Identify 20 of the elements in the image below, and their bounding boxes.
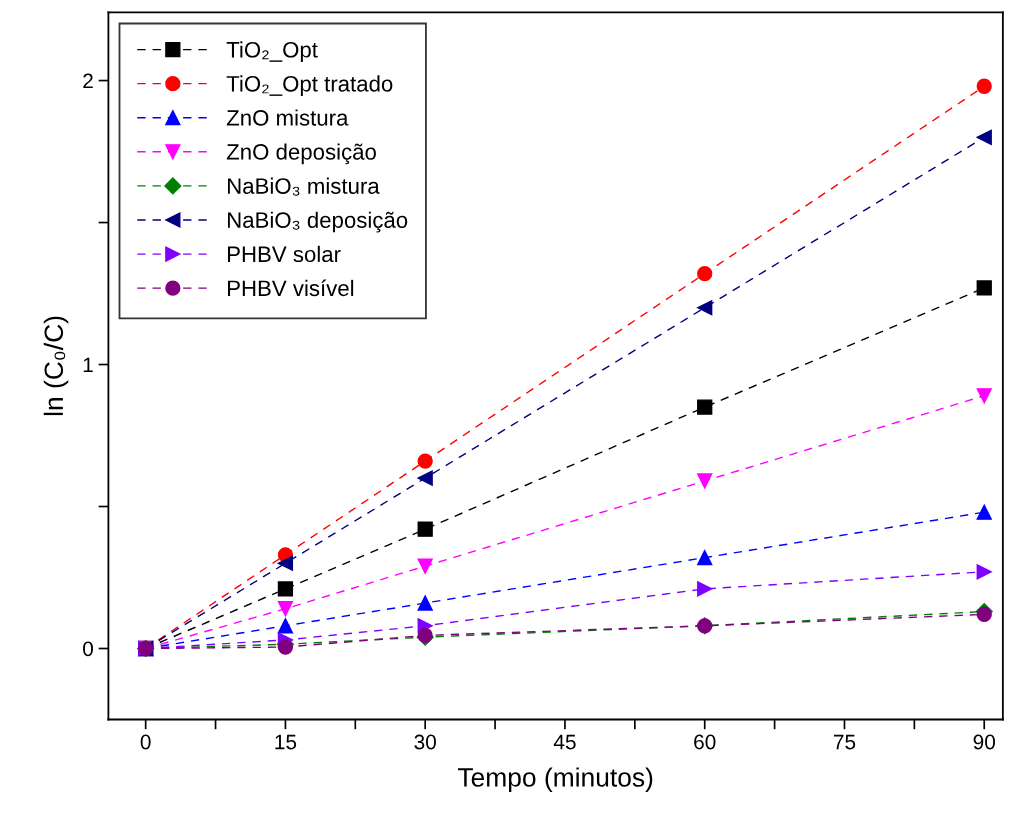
y-tick-label: 0: [83, 641, 93, 657]
legend-label: PHBV solar: [227, 245, 341, 263]
y-axis-title: ln (C₀/C): [43, 316, 69, 416]
legend-label: ZnO deposição: [226, 143, 376, 165]
x-axis-title: Tempo (minutos): [457, 767, 653, 792]
x-tick-label: 60: [694, 734, 716, 750]
legend-label: NaBiO₃ deposição: [227, 211, 408, 233]
x-tick-label: 45: [553, 734, 576, 750]
x-tick-label: 30: [414, 734, 436, 750]
legend-label: TiO₂_Opt tratado: [226, 75, 393, 97]
y-tick-label: 2: [83, 73, 93, 89]
legend-label: TiO₂_Opt: [226, 41, 318, 63]
x-tick-label: 75: [833, 734, 856, 750]
legend-label: NaBiO₃ mistura: [227, 177, 380, 196]
legend-label: ZnO mistura: [226, 109, 349, 126]
x-tick-label: 90: [973, 734, 996, 750]
legend-label: PHBV visível: [227, 279, 354, 297]
x-tick-label: 0: [140, 734, 151, 750]
y-tick-label: 1: [83, 357, 93, 373]
x-tick-label: 15: [275, 734, 297, 750]
